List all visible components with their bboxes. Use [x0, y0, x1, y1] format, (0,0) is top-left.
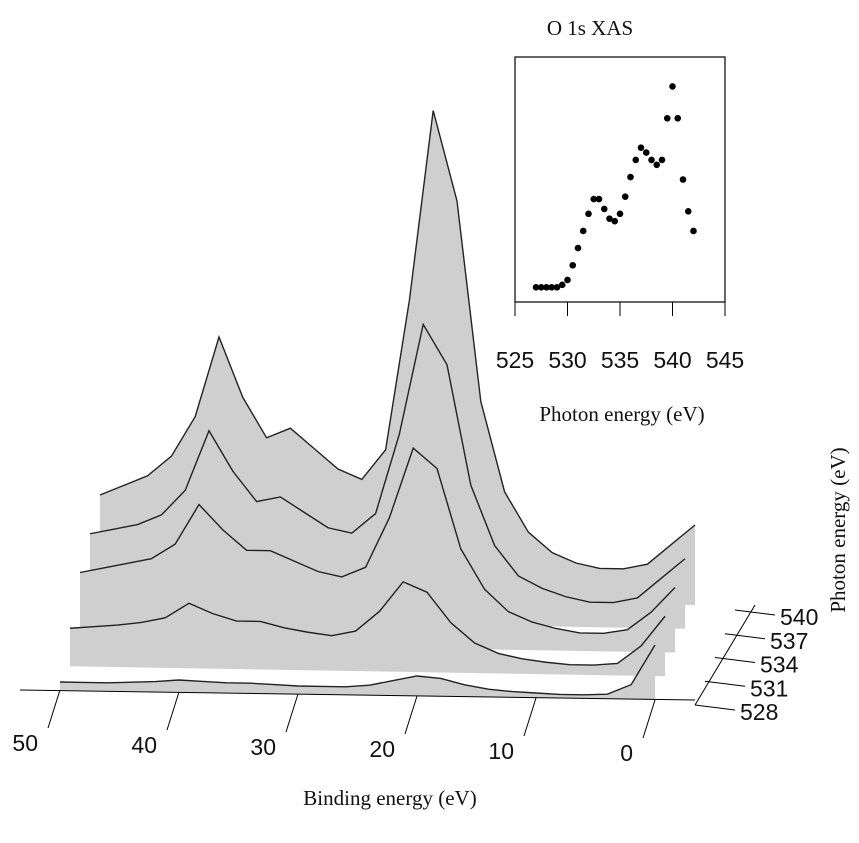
- y-tick: [714, 657, 756, 663]
- xas-point: [674, 114, 682, 122]
- xas-point: [684, 208, 692, 215]
- spectrum-line: [69, 580, 666, 666]
- y-tick: [734, 609, 776, 616]
- x-tick: [166, 691, 180, 731]
- x-tick-label: 30: [250, 734, 276, 760]
- xas-point: [690, 227, 697, 235]
- xas-point: [632, 156, 640, 164]
- inset-title: O 1s XAS: [547, 16, 633, 40]
- xas-point: [543, 284, 550, 291]
- inset-x-tick-label: 530: [548, 347, 586, 373]
- x-tick-label: 20: [369, 736, 395, 762]
- xas-point: [669, 83, 676, 90]
- xas-point: [564, 276, 571, 284]
- xas-point: [648, 156, 655, 164]
- x-tick-label: 40: [131, 732, 157, 758]
- inset-x-label: Photon energy (eV): [539, 402, 704, 426]
- xas-point: [569, 261, 577, 269]
- y-tick-label: 537: [770, 628, 808, 654]
- x-tick: [404, 695, 418, 735]
- spectrum-line: [79, 446, 676, 635]
- x-tick: [47, 689, 61, 729]
- spectrum-line: [89, 322, 686, 604]
- xas-point: [653, 161, 661, 169]
- xas-point: [611, 217, 619, 225]
- xas-point: [658, 156, 666, 164]
- inset-frame: [514, 56, 726, 303]
- xas-point: [642, 149, 650, 156]
- x-tick-label: 50: [12, 730, 38, 756]
- y-tick-label: 528: [740, 699, 778, 725]
- xas-point: [637, 144, 645, 151]
- inset-x-tick-label: 535: [601, 347, 639, 373]
- curve-fill: [70, 581, 665, 677]
- xas-point: [621, 193, 629, 200]
- xas-point: [595, 195, 603, 203]
- y-tick-label: 540: [780, 604, 818, 630]
- x-tick: [285, 693, 299, 733]
- inset-x-tick-label: 540: [653, 347, 691, 373]
- spectrum-line: [59, 644, 656, 696]
- y-axis-label: Photon energy (eV): [826, 447, 850, 612]
- xas-point: [679, 176, 687, 183]
- xas-point: [579, 227, 587, 235]
- xas-point: [548, 284, 556, 291]
- x-tick-label: 10: [488, 738, 514, 764]
- xas-point: [590, 195, 598, 203]
- xas-point: [574, 244, 582, 252]
- x-axis-label: Binding energy (eV): [303, 786, 476, 810]
- curve-fill: [80, 448, 675, 653]
- xas-point: [606, 215, 613, 222]
- y-tick: [694, 704, 736, 711]
- x-tick: [642, 699, 656, 739]
- xas-point: [627, 173, 634, 181]
- xas-point: [585, 210, 592, 218]
- x-tick: [523, 697, 537, 737]
- y-axis-line: [694, 604, 756, 706]
- xas-point: [553, 284, 561, 291]
- y-tick-label: 531: [750, 675, 788, 701]
- spectrum-line: [99, 110, 696, 570]
- inset-x-tick-label: 525: [496, 347, 534, 373]
- curve-fill: [100, 110, 695, 605]
- xas-point: [663, 114, 671, 122]
- y-tick: [724, 633, 766, 640]
- xas-point: [558, 281, 566, 289]
- xas-point: [616, 210, 624, 218]
- xas-point: [532, 284, 540, 291]
- x-tick-label: 0: [620, 740, 633, 766]
- xas-point: [537, 284, 545, 291]
- xas-point: [600, 205, 608, 213]
- curve-fill: [60, 645, 655, 700]
- x-axis-line: [19, 689, 696, 701]
- inset-x-tick-label: 545: [706, 347, 744, 373]
- y-tick-label: 534: [760, 652, 799, 678]
- y-tick: [704, 680, 746, 687]
